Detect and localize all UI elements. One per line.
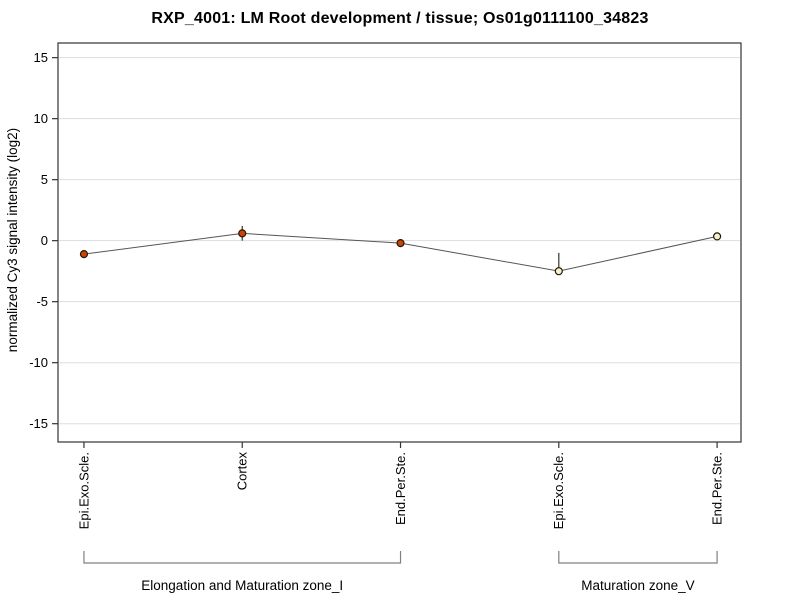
y-tick-label: 15 — [34, 50, 48, 65]
y-tick-label: 10 — [34, 111, 48, 126]
x-tick-label: Epi.Exo.Scle. — [76, 452, 91, 529]
group-bracket — [83, 551, 402, 564]
data-point — [238, 229, 247, 238]
y-tick-label: -10 — [29, 355, 48, 370]
x-tick-label: Cortex — [235, 452, 250, 491]
group-label: Maturation zone_V — [581, 578, 694, 593]
data-point — [712, 232, 722, 241]
data-point — [396, 239, 405, 248]
x-tick-label: End.Per.Ste. — [393, 452, 408, 525]
x-tick-label: End.Per.Ste. — [709, 452, 724, 525]
y-tick-label: -5 — [36, 294, 48, 309]
y-tick-label: -15 — [29, 416, 48, 431]
plot-border — [57, 42, 742, 443]
y-tick-label: 0 — [41, 233, 48, 248]
data-point — [554, 267, 563, 276]
chart-title: RXP_4001: LM Root development / tissue; … — [151, 10, 649, 27]
x-tick-label: Epi.Exo.Scle. — [551, 452, 566, 529]
group-label: Elongation and Maturation zone_I — [141, 578, 343, 593]
data-point — [79, 249, 89, 259]
y-tick-label: 5 — [41, 172, 48, 187]
group-bracket — [558, 551, 718, 564]
